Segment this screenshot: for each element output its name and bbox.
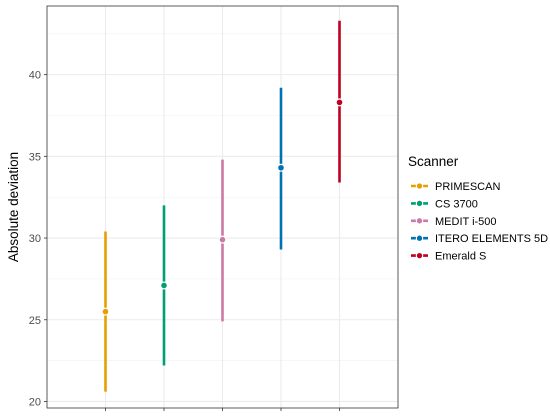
mean-point: [218, 235, 227, 244]
legend-label: MEDIT i-500: [435, 216, 497, 228]
legend-key-point: [415, 199, 424, 208]
legend-label: Emerald S: [435, 251, 486, 263]
mean-point: [277, 163, 286, 172]
legend-key-point: [415, 182, 424, 190]
legend-key-point: [415, 251, 424, 260]
y-axis-label: Absolute deviation: [6, 152, 21, 262]
legend-label: ITERO ELEMENTS 5D: [435, 233, 548, 245]
y-tick-label: 25: [29, 315, 41, 327]
legend-key-point: [415, 217, 424, 225]
legend-key-point: [415, 234, 424, 242]
y-tick-label: 40: [29, 70, 41, 82]
legend-label: PRIMESCAN: [435, 181, 500, 193]
error-bars: [101, 20, 344, 392]
mean-point: [101, 307, 110, 316]
y-tick-label: 20: [29, 396, 41, 408]
legend-title: Scanner: [408, 154, 459, 169]
y-tick-label: 30: [29, 233, 41, 245]
y-tick-label: 35: [29, 151, 41, 163]
mean-point: [160, 281, 169, 290]
legend: Scanner PRIMESCAN CS 3700 MEDIT i-500 ITERO…: [408, 154, 548, 263]
mean-point: [335, 98, 344, 107]
legend-items: PRIMESCAN CS 3700 MEDIT i-500 ITERO ELEMENT…: [411, 181, 548, 263]
y-axis-ticks: 20 25 30 35 40: [29, 70, 340, 411]
legend-label: CS 3700: [435, 198, 478, 210]
